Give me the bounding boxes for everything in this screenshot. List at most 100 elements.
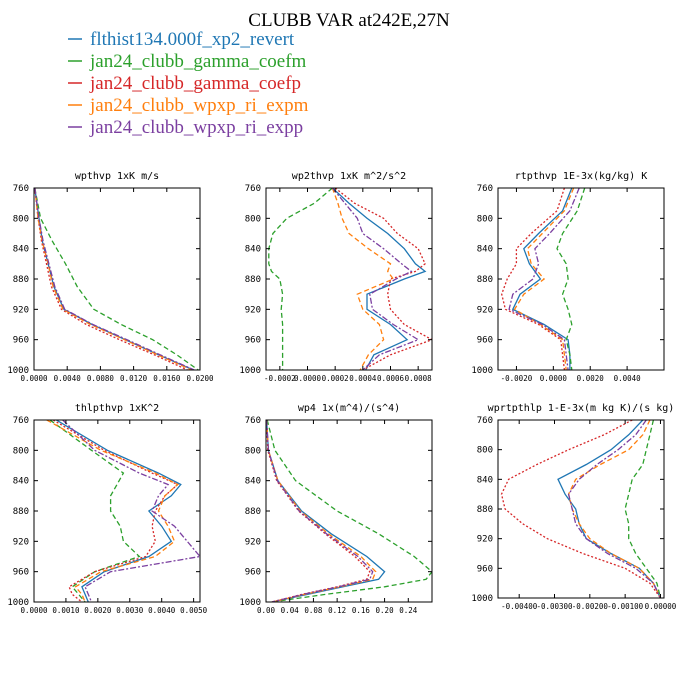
series-line <box>331 188 395 370</box>
panel-frame <box>33 187 201 371</box>
y-tick-label: 760 <box>13 184 29 194</box>
panel: wpthvp 1xK m/s76080084088092096010000.00… <box>7 171 214 383</box>
x-tick-label: 0.0040 <box>54 374 82 383</box>
series-line <box>500 420 662 598</box>
x-tick-label: 0.0000 <box>20 374 48 383</box>
x-tick-label: 0.0008 <box>405 374 433 383</box>
y-tick-label: 920 <box>245 305 261 315</box>
panel-frame <box>497 187 665 371</box>
panel: wp4 1x(m^4)/(s^4)76080084088092096010000… <box>239 403 433 615</box>
series-line <box>62 420 200 602</box>
x-tick-label: -0.0002 <box>264 374 296 383</box>
legend: flthist134.000f_xp2_revertjan24_clubb_ga… <box>68 29 309 138</box>
y-tick-label: 1000 <box>471 594 493 604</box>
y-tick-label: 840 <box>13 477 29 487</box>
series-line <box>52 420 179 602</box>
y-tick-label: 1000 <box>239 598 261 608</box>
y-tick-label: 840 <box>13 245 29 255</box>
series-line <box>334 188 432 370</box>
series-line <box>34 188 188 370</box>
panel: wp2thvp 1xK m^2/s^2 760 800 840 880 920 960 100… <box>239 171 433 383</box>
series-line <box>513 188 575 370</box>
y-tick-label: 880 <box>477 505 493 515</box>
x-tick-label: 0.0000 <box>540 374 568 383</box>
legend-entry: flthist134.000f_xp2_revert <box>90 29 295 50</box>
legend-entry: jan24_clubb_gamma_coefm <box>89 51 307 72</box>
panel: rtpthvp 1E-3x(kg/kg) K 760 800 840 880 920 960… <box>471 171 665 383</box>
x-tick-label: 0.0120 <box>120 374 148 383</box>
figure-title: CLUBB VAR at242E,27N <box>248 10 450 31</box>
y-tick-label: 840 <box>245 245 261 255</box>
panels: wpthvp 1xK m/s76080084088092096010000.00… <box>7 171 676 615</box>
x-tick-label: 0.0040 <box>148 606 176 615</box>
x-tick-label: 0.0050 <box>180 606 208 615</box>
series-line <box>331 188 420 370</box>
x-tick-label: 0.0020 <box>84 606 112 615</box>
y-tick-label: 880 <box>477 275 493 285</box>
panel-title: rtpthvp 1E-3x(kg/kg) K <box>515 171 647 182</box>
y-tick-label: 760 <box>477 184 493 194</box>
series-line <box>266 420 386 602</box>
panel-title: wpthvp 1xK m/s <box>75 171 159 182</box>
legend-entry: jan24_clubb_wpxp_ri_expm <box>89 95 309 116</box>
x-tick-label: -0.0020 <box>501 374 533 383</box>
y-tick-label: 960 <box>13 568 29 578</box>
y-tick-label: 800 <box>245 214 261 224</box>
x-tick-label: 0.0030 <box>116 606 144 615</box>
y-tick-label: 760 <box>245 184 261 194</box>
y-tick-label: 920 <box>13 305 29 315</box>
y-tick-label: 840 <box>245 477 261 487</box>
series-line <box>34 188 199 370</box>
y-tick-label: 800 <box>13 214 29 224</box>
x-tick-label: -0.00200 <box>572 602 609 611</box>
y-tick-label: 960 <box>13 336 29 346</box>
y-tick-label: 960 <box>245 568 261 578</box>
panel-frame <box>265 187 433 371</box>
x-tick-label: 0.20 <box>376 606 395 615</box>
x-tick-label: 0.0004 <box>349 374 377 383</box>
series-line <box>556 188 586 370</box>
panel-title: thlpthvp 1xK^2 <box>75 403 159 414</box>
series-line <box>567 420 662 598</box>
y-tick-label: 760 <box>13 416 29 426</box>
y-tick-label: 880 <box>13 507 29 517</box>
panel-frame <box>33 419 201 603</box>
panel: thlpthvp 1xK^276080084088092096010000.00… <box>7 403 207 615</box>
x-tick-label: 0.0002 <box>322 374 349 383</box>
panel: wprtpthlp 1-E-3x(m kg K)/(s kg) 760 800 840… <box>471 403 676 611</box>
panel-title: wp4 1x(m^4)/(s^4) <box>298 403 400 414</box>
y-tick-label: 880 <box>245 275 261 285</box>
series-line <box>34 188 192 370</box>
x-tick-label: 0.0200 <box>186 374 214 383</box>
y-tick-label: 960 <box>477 564 493 574</box>
series-line <box>508 188 580 370</box>
y-tick-label: 960 <box>477 336 493 346</box>
series-line <box>266 420 377 602</box>
series-line <box>557 420 662 598</box>
x-tick-label: 0.0006 <box>377 374 405 383</box>
y-tick-label: 1000 <box>7 598 29 608</box>
series-line <box>34 188 195 370</box>
x-tick-label: -0.00100 <box>607 602 644 611</box>
y-tick-label: 800 <box>477 214 493 224</box>
x-tick-label: 0.0160 <box>153 374 181 383</box>
y-tick-label: 1000 <box>239 366 261 376</box>
series-line <box>501 188 566 370</box>
series-line <box>46 420 179 602</box>
x-tick-label: 0.0000 <box>294 374 322 383</box>
legend-entry: jan24_clubb_wpxp_ri_expp <box>89 117 303 138</box>
y-tick-label: 920 <box>477 305 493 315</box>
series-line <box>266 420 374 602</box>
panel-title: wprtpthlp 1-E-3x(m kg K)/(s kg) <box>488 403 675 414</box>
series-line <box>331 188 427 370</box>
y-tick-label: 960 <box>245 336 261 346</box>
series-line <box>266 420 371 602</box>
x-tick-label: 0.0000 <box>20 606 48 615</box>
y-tick-label: 800 <box>477 446 493 456</box>
y-tick-label: 840 <box>477 475 493 485</box>
x-tick-label: 0.0040 <box>614 374 642 383</box>
y-tick-label: 1000 <box>7 366 29 376</box>
legend-entry: jan24_clubb_gamma_coefp <box>89 73 301 94</box>
x-tick-label: 0.04 <box>281 606 300 615</box>
